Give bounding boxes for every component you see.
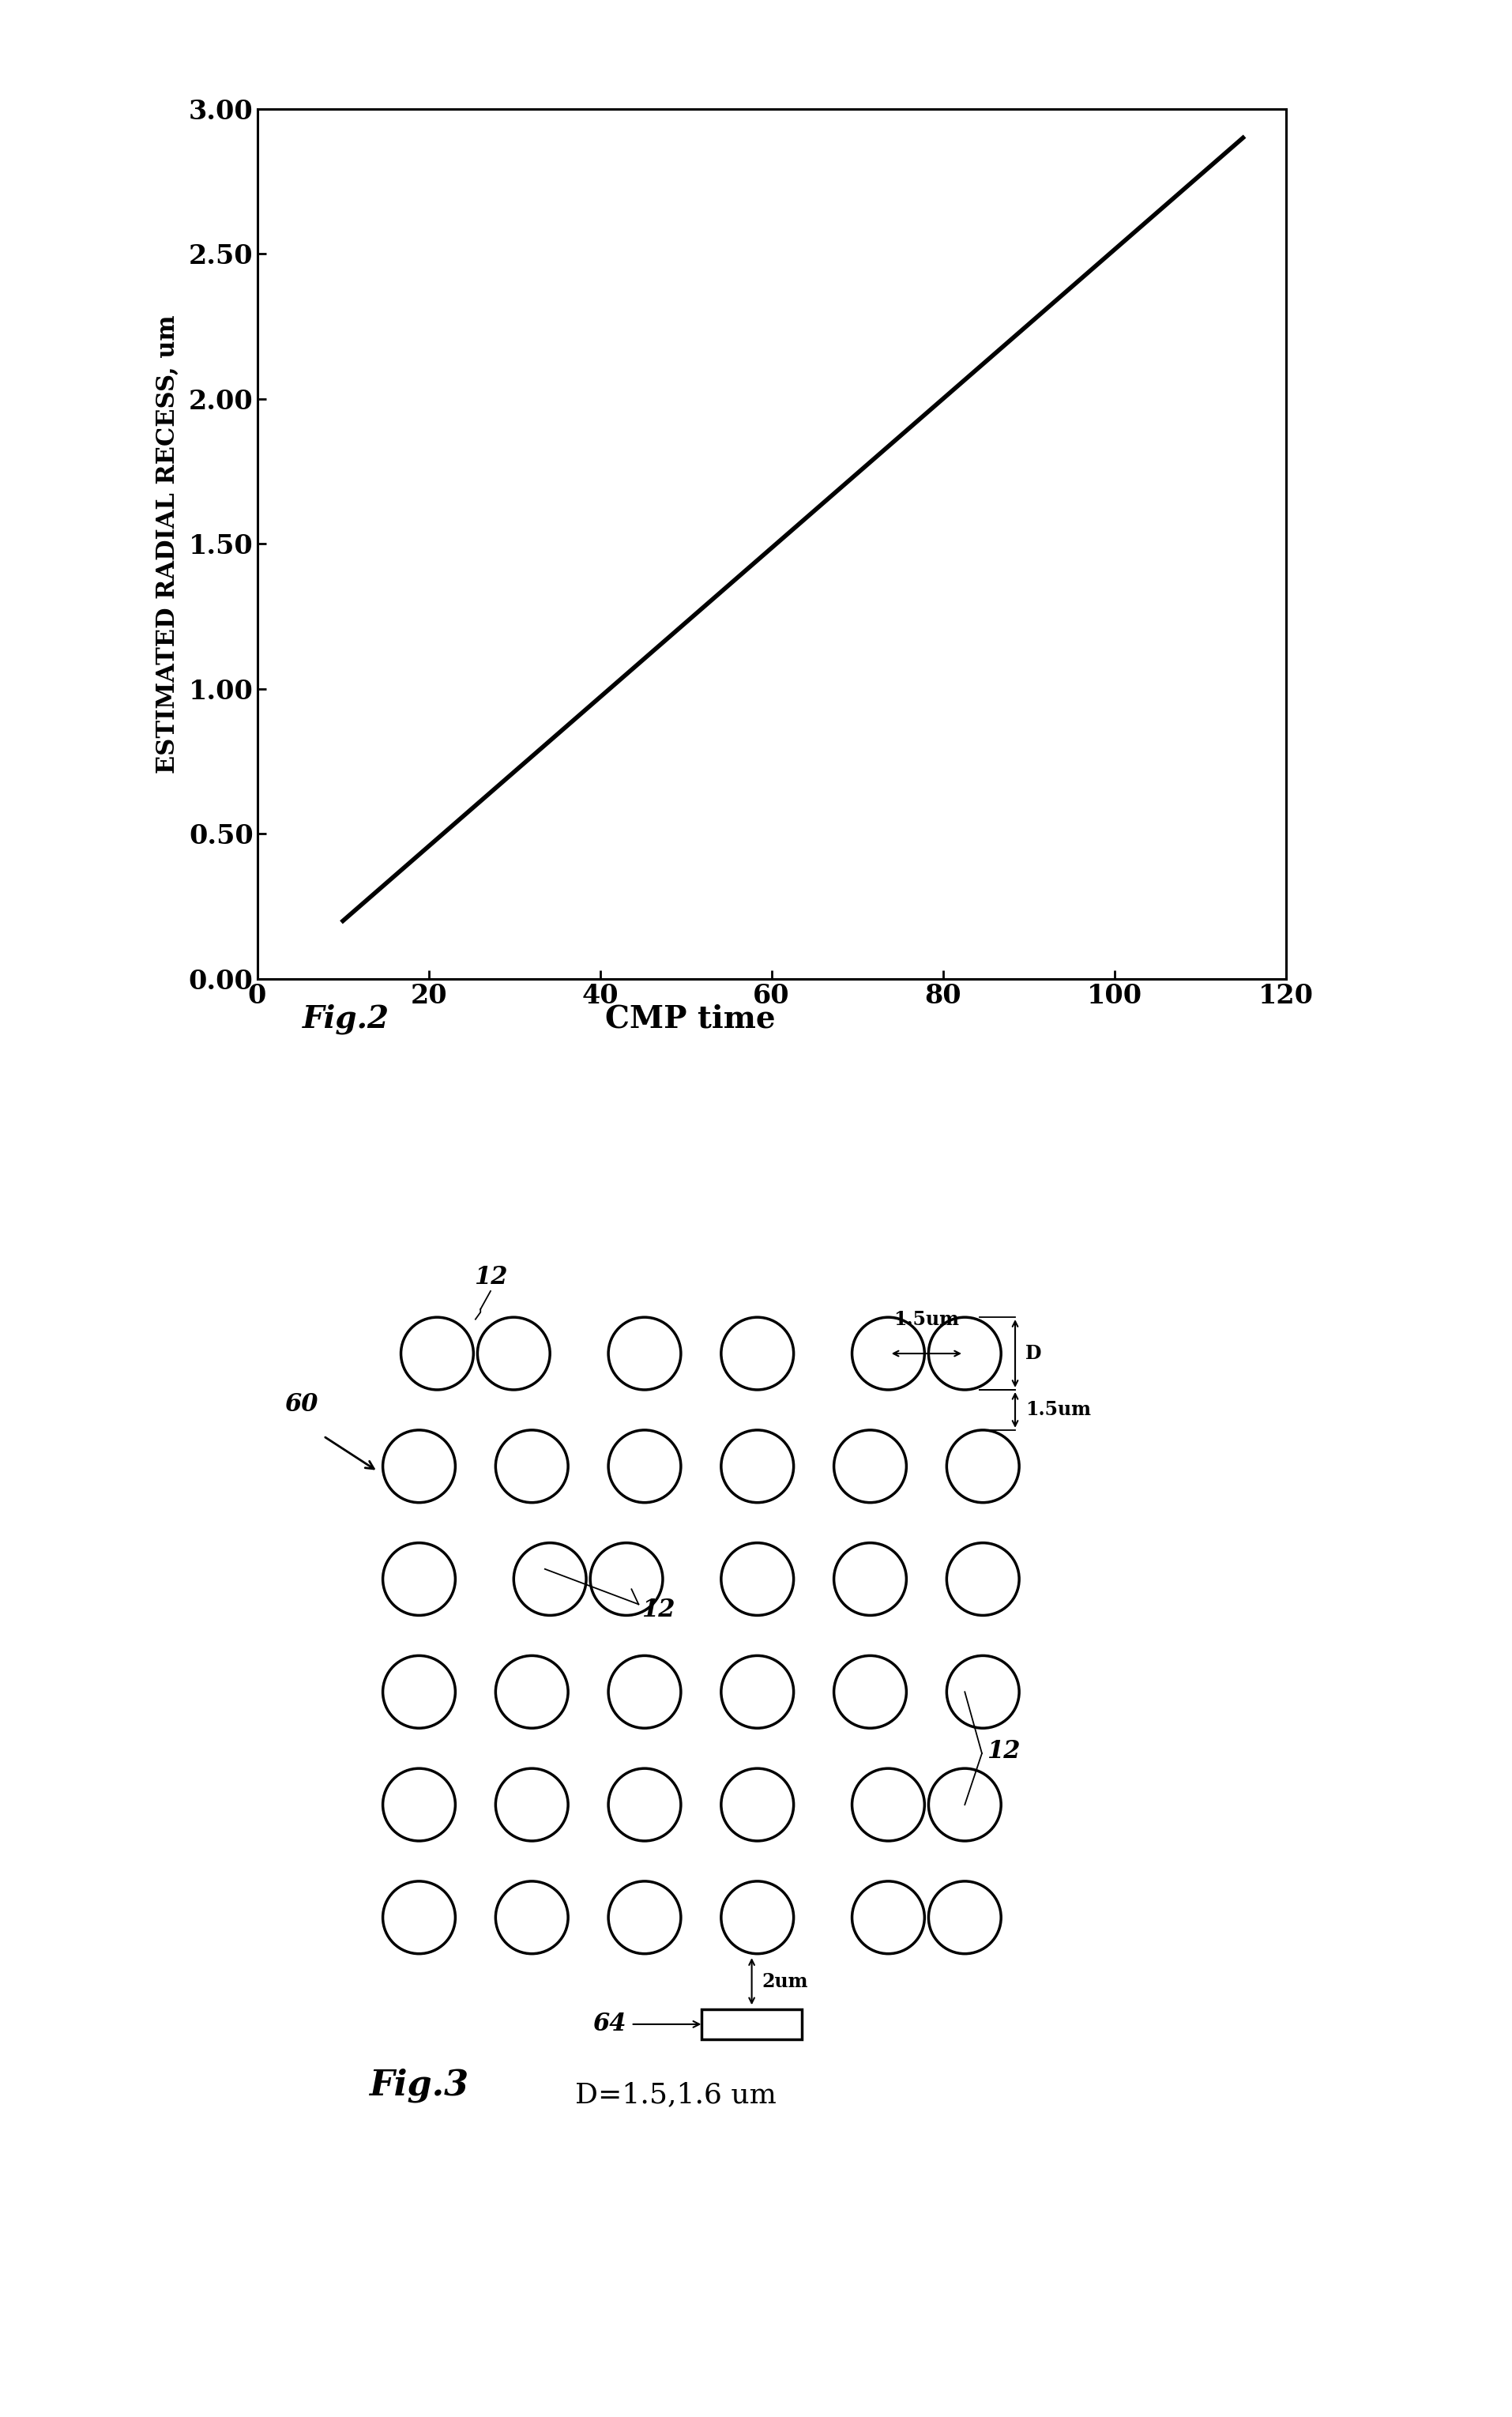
Text: Fig.2: Fig.2 [302,1003,389,1034]
Text: 60: 60 [284,1392,318,1416]
Text: 12: 12 [641,1598,674,1622]
Bar [702,2009,801,2040]
Text: 1.5um: 1.5um [894,1310,959,1329]
Text: D: D [1025,1344,1040,1363]
Text: 12: 12 [986,1740,1021,1764]
Text: 2um: 2um [762,1972,807,1992]
Text: 64: 64 [593,2011,626,2038]
Text: 1.5um: 1.5um [1025,1399,1090,1419]
Text: 12: 12 [473,1264,507,1291]
Text: Fig.3: Fig.3 [369,2069,469,2103]
Text: CMP time: CMP time [605,1003,776,1034]
Text: D=1.5,1.6 um: D=1.5,1.6 um [575,2081,776,2108]
Y-axis label: ESTIMATED RADIAL RECESS, um: ESTIMATED RADIAL RECESS, um [156,314,180,773]
